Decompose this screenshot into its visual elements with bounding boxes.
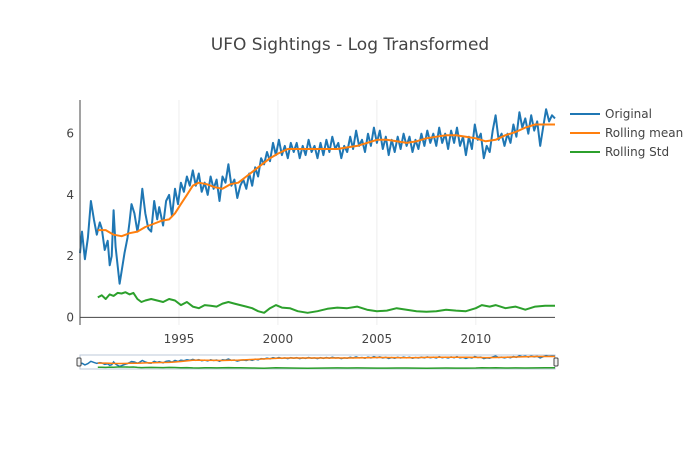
y-tick-label: 4	[66, 188, 74, 202]
y-tick-label: 2	[66, 249, 74, 263]
legend-label: Original	[605, 107, 652, 121]
legend-item-rolling-mean[interactable]: Rolling mean	[570, 126, 683, 140]
plot-area[interactable]: 1995 2000 2005 2010 0 2 4 6	[66, 100, 556, 346]
range-slider[interactable]	[76, 354, 559, 370]
x-tick-label: 2000	[263, 332, 294, 346]
legend-label: Rolling mean	[605, 126, 683, 140]
series-line-rolling-mean[interactable]	[97, 123, 555, 238]
range-slider-handle-right[interactable]	[553, 357, 559, 367]
chart-title: UFO Sightings - Log Transformed	[211, 35, 489, 55]
range-slider-handle-left[interactable]	[76, 357, 82, 367]
series-line-original[interactable]	[79, 108, 556, 285]
y-tick-label: 6	[66, 127, 74, 141]
legend[interactable]: Original Rolling mean Rolling Std	[570, 107, 683, 159]
series-layer	[79, 108, 556, 314]
x-tick-label: 2010	[461, 332, 492, 346]
legend-item-rolling-std[interactable]: Rolling Std	[570, 145, 669, 159]
range-slider-line-rolling-mean	[97, 355, 555, 365]
series-line-rolling-std[interactable]	[97, 291, 555, 314]
axis-layer: 1995 2000 2005 2010 0 2 4 6	[66, 100, 555, 346]
grid-layer	[178, 100, 477, 325]
legend-item-original[interactable]: Original	[570, 107, 652, 121]
x-tick-label: 2005	[362, 332, 393, 346]
legend-label: Rolling Std	[605, 145, 669, 159]
y-tick-label: 0	[66, 310, 74, 324]
range-slider-line-rolling-std	[97, 366, 555, 369]
x-tick-label: 1995	[164, 332, 195, 346]
